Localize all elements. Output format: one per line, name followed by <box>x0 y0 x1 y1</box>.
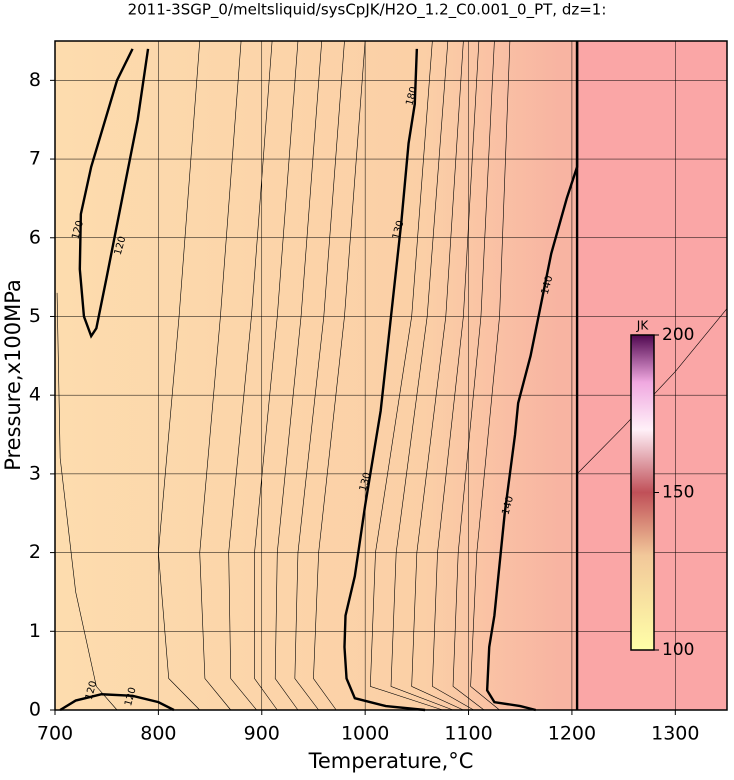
contour-label: 120 <box>123 686 139 707</box>
contour-line <box>470 40 511 711</box>
plot-frame <box>54 40 728 711</box>
colorbar <box>630 334 655 651</box>
contour-line <box>254 40 299 711</box>
contour-line-major <box>485 41 579 712</box>
contour-label: 180 <box>404 86 420 107</box>
x-tick-label: 1300 <box>651 723 699 745</box>
contour-line <box>294 40 345 711</box>
contour-label: 140 <box>501 495 517 516</box>
y-tick-label: 1 <box>29 620 41 642</box>
plot-area <box>55 41 727 710</box>
contour-line <box>370 40 443 711</box>
x-tick-label: 1200 <box>548 723 596 745</box>
contour-line <box>452 40 495 711</box>
contour-line <box>228 40 273 711</box>
contour-label: 130 <box>358 471 374 492</box>
x-axis-label: Temperature,°C <box>308 749 474 773</box>
y-tick-label: 2 <box>29 541 41 563</box>
x-tick-label: 700 <box>37 723 73 745</box>
contour-label: 120 <box>84 680 100 701</box>
contour-line <box>158 40 201 711</box>
contour-line-major <box>59 693 175 712</box>
y-tick-label: 3 <box>29 462 41 484</box>
x-tick-label: 1000 <box>341 723 389 745</box>
contour-line-major <box>78 48 150 339</box>
y-tick-label: 8 <box>29 69 41 91</box>
contour-line-major <box>343 48 426 712</box>
x-tick-label: 900 <box>244 723 280 745</box>
y-axis-label: Pressure,x100MPa <box>1 279 25 471</box>
chart-title: 2011-3SGP_0/meltsliquid/sysCpJK/H2O_1.2_… <box>128 1 607 20</box>
colorbar-label: JK <box>636 319 650 333</box>
contour-line <box>390 40 454 711</box>
y-tick-label: 0 <box>29 699 41 721</box>
y-tick-label: 6 <box>29 226 41 248</box>
y-tick-label: 7 <box>29 148 41 170</box>
y-tick-label: 5 <box>29 305 41 327</box>
contour-line <box>199 40 242 711</box>
y-tick-label: 4 <box>29 384 41 406</box>
colorbar-tick-label: 200 <box>662 325 694 345</box>
colorbar-tick-label: 100 <box>662 640 694 660</box>
contour-line <box>274 40 323 711</box>
x-tick-label: 800 <box>140 723 176 745</box>
contour-line <box>432 40 480 711</box>
colorbar-tick-label: 150 <box>662 483 694 503</box>
contour-label: 120 <box>70 219 86 240</box>
contour-line <box>411 40 464 711</box>
contour-line <box>313 40 366 711</box>
contour-label: 120 <box>113 235 129 256</box>
contour-label: 140 <box>540 274 556 295</box>
x-tick-label: 1100 <box>444 723 492 745</box>
contour-label: 130 <box>391 219 407 240</box>
